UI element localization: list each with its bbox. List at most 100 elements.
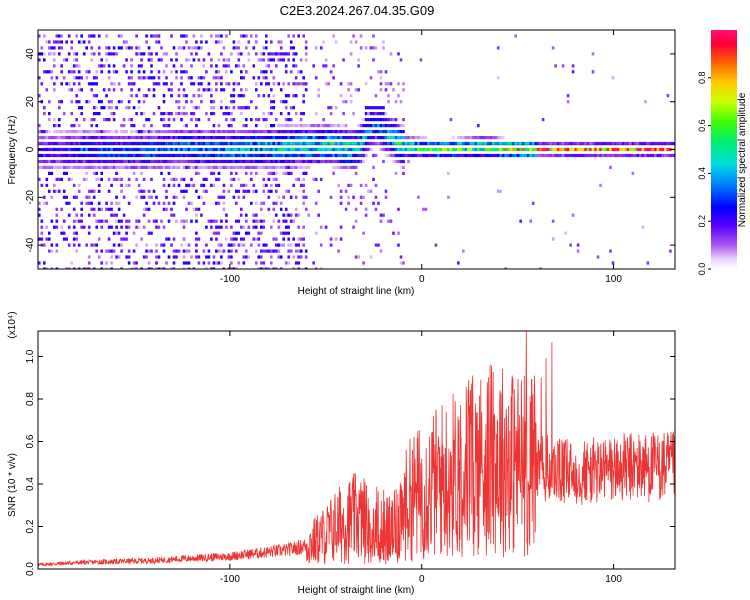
heatmap-cell [72, 225, 76, 229]
heatmap-cell [477, 141, 480, 146]
heatmap-cell [205, 189, 208, 193]
heatmap-cell [377, 243, 380, 247]
heatmap-cell [260, 207, 263, 211]
heatmap-cell [77, 159, 81, 164]
heatmap-cell [265, 124, 268, 128]
heatmap-cell [392, 159, 395, 164]
heatmap-cell [237, 159, 241, 164]
heatmap-cell [172, 213, 176, 217]
heatmap-cell [292, 106, 295, 110]
heatmap-cell [77, 106, 81, 110]
heatmap-cell [367, 124, 370, 128]
heatmap-cell [272, 141, 276, 146]
heatmap-cell [504, 267, 507, 269]
heatmap-cell [90, 147, 93, 152]
heatmap-cell [312, 177, 315, 181]
heatmap-cell [292, 237, 295, 241]
heatmap-cell [499, 136, 502, 140]
heatmap-cell [492, 141, 495, 146]
heatmap-cell [55, 40, 59, 44]
heatmap-cell [279, 201, 283, 205]
heatmap-cell [48, 159, 51, 164]
heatmap-cell [58, 34, 61, 38]
heatmap-cell [175, 76, 178, 80]
heatmap-cell [409, 153, 413, 158]
heatmap-cell [105, 130, 108, 134]
heatmap-cell [147, 130, 151, 134]
heatmap-cell [92, 94, 96, 98]
heatmap-cell [377, 141, 380, 146]
heatmap-cell [240, 237, 243, 241]
heatmap-cell [394, 141, 398, 146]
heatmap-cell [477, 147, 480, 152]
heatmap-cell [506, 147, 510, 152]
heatmap-cell [230, 237, 233, 241]
heatmap-cell [110, 183, 113, 187]
heatmap-cell [53, 64, 56, 68]
heatmap-cell [279, 255, 283, 259]
heatmap-cell [262, 267, 266, 269]
heatmap-cell [309, 147, 313, 152]
heatmap-cell [255, 153, 258, 158]
heatmap-cell [217, 34, 221, 38]
heatmap-cell [157, 82, 161, 86]
heatmap-cell [170, 159, 173, 164]
heatmap-cell [230, 136, 233, 140]
heatmap-cell [60, 147, 63, 152]
heatmap-cell [80, 136, 83, 140]
heatmap-cell [217, 249, 221, 253]
heatmap-cell [546, 147, 550, 152]
heatmap-cell [225, 219, 228, 223]
heatmap-cell [364, 106, 368, 110]
heatmap-cell [332, 165, 335, 169]
heatmap-cell [399, 159, 403, 164]
heatmap-cell [294, 213, 298, 217]
heatmap-cell [147, 189, 151, 193]
heatmap-cell [217, 76, 221, 80]
heatmap-cell [492, 147, 495, 152]
heatmap-cell [551, 147, 555, 152]
heatmap-cell [279, 207, 283, 211]
heatmap-cell [379, 147, 383, 152]
heatmap-cell [235, 219, 238, 223]
heatmap-cell [212, 267, 216, 269]
heatmap-cell [282, 82, 285, 86]
heatmap-cell [322, 124, 325, 128]
heatmap-cell [417, 195, 420, 199]
heatmap-cell [107, 225, 111, 229]
heatmap-cell [626, 147, 630, 152]
heatmap-cell [77, 76, 81, 80]
heatmap-cell [402, 141, 405, 146]
heatmap-cell [516, 153, 520, 158]
heatmap-cell [177, 153, 181, 158]
heatmap-cell [304, 255, 308, 259]
heatmap-cell [87, 100, 91, 104]
heatmap-cell [501, 136, 505, 140]
heatmap-cell [294, 141, 298, 146]
heatmap-cell [48, 112, 51, 116]
heatmap-cell [77, 100, 81, 104]
heatmap-cell [97, 136, 101, 140]
heatmap-cell [220, 255, 223, 259]
heatmap-cell [202, 261, 206, 265]
heatmap-cell [95, 219, 98, 223]
heatmap-cell [357, 159, 360, 164]
heatmap-cell [45, 159, 49, 164]
heatmap-cell [314, 76, 318, 80]
heatmap-cell [302, 130, 305, 134]
heatmap-cell [77, 40, 81, 44]
heatmap-cell [207, 118, 211, 122]
heatmap-cell [270, 136, 273, 140]
heatmap-cell [157, 255, 161, 259]
heatmap-cell [287, 189, 290, 193]
heatmap-cell [257, 130, 261, 134]
heatmap-cell [117, 243, 121, 247]
heatmap-cell [217, 195, 221, 199]
heatmap-cell [45, 225, 49, 229]
heatmap-cell [499, 141, 502, 146]
heatmap-cell [152, 147, 156, 152]
heatmap-cell [137, 219, 141, 223]
heatmap-cell [97, 237, 101, 241]
heatmap-cell [379, 136, 383, 140]
heatmap-cell [125, 153, 128, 158]
